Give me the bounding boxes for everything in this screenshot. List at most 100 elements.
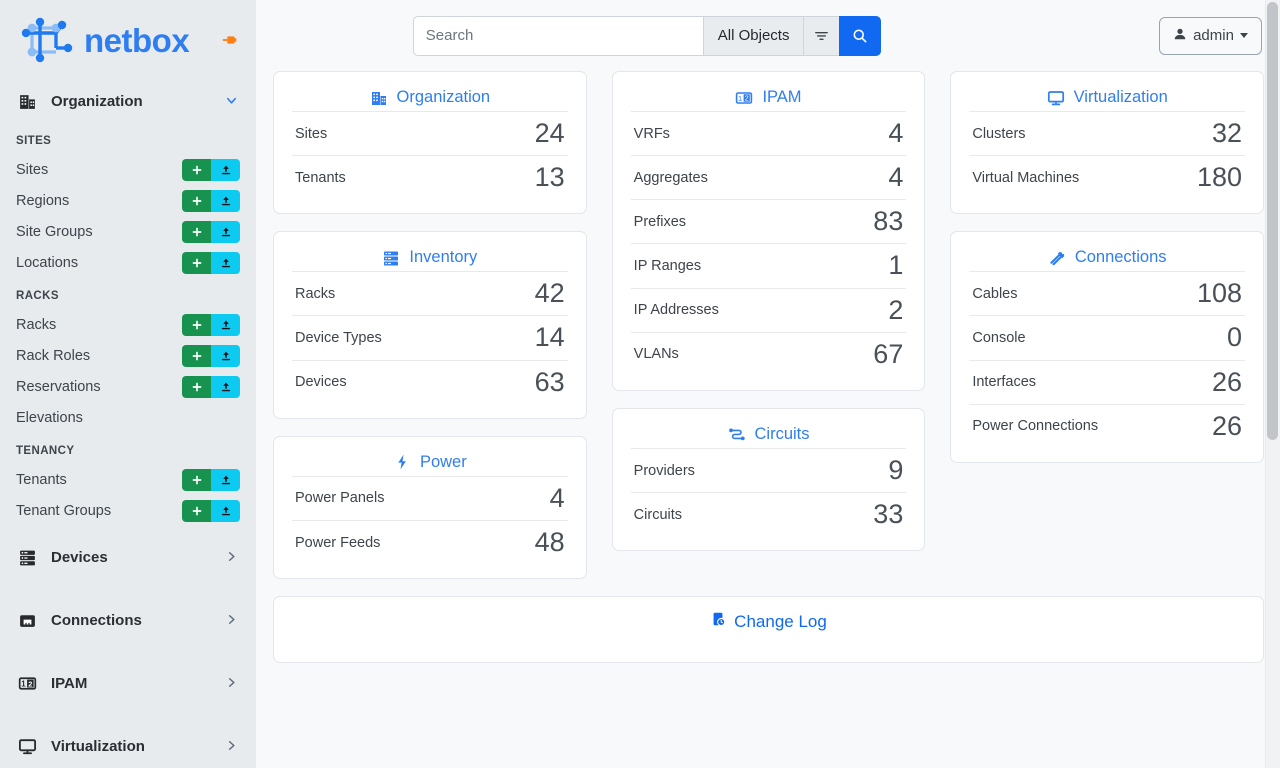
stat-value: 42 (534, 278, 565, 309)
stat-row[interactable]: IP Ranges 1 (630, 243, 907, 287)
card-title-text: Power (419, 452, 467, 471)
sidebar-group-connections[interactable]: Connections (0, 599, 256, 642)
stat-label: Power Connections (972, 418, 1099, 435)
search-submit-button[interactable] (839, 15, 882, 56)
stat-row[interactable]: Console 0 (969, 315, 1246, 359)
changelog-link[interactable]: Change Log (292, 611, 1245, 632)
filter-icon[interactable] (803, 15, 840, 56)
card-title-link-power[interactable]: Power (292, 447, 568, 476)
card-title-link-inventory[interactable]: Inventory (292, 242, 568, 271)
sidebar-group-virtualization[interactable]: Virtualization (0, 725, 256, 768)
sidebar-group-label: Virtualization (51, 738, 145, 755)
sidebar-section-label: TENANCY (16, 445, 75, 457)
add-locations-button[interactable] (182, 251, 211, 274)
stat-row[interactable]: VRFs 4 (630, 111, 907, 155)
stat-row[interactable]: Racks 42 (292, 271, 568, 315)
stat-row[interactable]: Circuits 33 (630, 492, 907, 536)
add-tenant-groups-button[interactable] (182, 499, 211, 522)
import-locations-button[interactable] (211, 251, 240, 274)
stat-label: Aggregates (633, 169, 708, 186)
ethernet-port-icon (18, 611, 37, 630)
add-rack-roles-button[interactable] (182, 344, 211, 367)
sidebar-group-ipam[interactable]: 1 2 IPAM (0, 662, 256, 705)
sidebar-item-regions[interactable]: Regions (0, 185, 256, 216)
import-regions-button[interactable] (211, 189, 240, 212)
stat-row[interactable]: IP Addresses 2 (630, 287, 907, 332)
sidebar-item-site-groups[interactable]: Site Groups (0, 216, 256, 247)
card-title-link-organization[interactable]: Organization (292, 82, 568, 111)
stat-row[interactable]: Interfaces 26 (969, 359, 1246, 404)
svg-text:2: 2 (745, 95, 749, 102)
sidebar-item-label: Locations (16, 254, 79, 271)
search-input[interactable] (412, 15, 703, 56)
stat-label: Sites (295, 125, 328, 142)
stat-value: 4 (549, 482, 565, 513)
person-icon (1173, 27, 1187, 45)
stat-row[interactable]: Devices 63 (292, 359, 568, 404)
sidebar-group-label: Organization (51, 93, 143, 110)
sidebar-item-tenant-groups[interactable]: Tenant Groups (0, 495, 256, 526)
add-reservations-button[interactable] (182, 375, 211, 398)
sidebar-item-reservations[interactable]: Reservations (0, 371, 256, 402)
stat-value: 83 (873, 206, 904, 237)
import-site-groups-button[interactable] (211, 220, 240, 243)
stat-row[interactable]: Power Feeds 48 (292, 519, 568, 564)
sidebar: netbox Organization SITES Sites Regions Site… (0, 0, 256, 768)
dashboard-column-1: Organization Sites 24 Tenants 13 Inventory Rac… (273, 71, 587, 580)
add-tenants-button[interactable] (182, 468, 211, 491)
page-scrollbar-thumb[interactable] (1267, 2, 1278, 440)
import-reservations-button[interactable] (211, 375, 240, 398)
plus-icon (190, 504, 204, 518)
import-tenant-groups-button[interactable] (211, 499, 240, 522)
import-racks-button[interactable] (211, 313, 240, 336)
user-menu-button[interactable]: admin (1159, 16, 1262, 55)
stat-row[interactable]: Power Connections 26 (969, 403, 1246, 448)
add-site-groups-button[interactable] (182, 220, 211, 243)
stat-row[interactable]: Power Panels 4 (292, 475, 568, 520)
svg-text:1: 1 (738, 93, 742, 102)
stat-row[interactable]: Prefixes 83 (630, 199, 907, 243)
changelog-card: Change Log (273, 596, 1264, 664)
stat-row[interactable]: Clusters 32 (969, 111, 1246, 155)
stat-row[interactable]: Providers 9 (630, 447, 907, 492)
upload-icon (219, 318, 233, 332)
stat-row[interactable]: Sites 24 (292, 111, 568, 155)
import-rack-roles-button[interactable] (211, 344, 240, 367)
import-tenants-button[interactable] (211, 468, 240, 491)
page-scrollbar[interactable] (1265, 0, 1280, 768)
add-regions-button[interactable] (182, 189, 211, 212)
stat-row[interactable]: Virtual Machines 180 (969, 155, 1246, 199)
add-sites-button[interactable] (182, 158, 211, 181)
card-title-link-connections[interactable]: Connections (969, 242, 1245, 271)
stat-row[interactable]: Aggregates 4 (630, 155, 907, 199)
stat-row[interactable]: Cables 108 (969, 271, 1246, 315)
sidebar-item-sites[interactable]: Sites (0, 154, 256, 185)
sidebar-item-label: Tenants (16, 471, 67, 488)
card-title-link-circuits[interactable]: Circuits (631, 419, 907, 448)
add-racks-button[interactable] (182, 313, 211, 336)
stat-row[interactable]: Tenants 13 (292, 155, 568, 199)
stat-row[interactable]: VLANs 67 (630, 331, 907, 376)
brand-header[interactable]: netbox (0, 0, 256, 80)
sidebar-item-locations[interactable]: Locations (0, 247, 256, 278)
sidebar-item-racks[interactable]: Racks (0, 309, 256, 340)
card-title-link-virtualization[interactable]: Virtualization (969, 82, 1245, 111)
sidebar-item-tenants[interactable]: Tenants (0, 464, 256, 495)
upload-icon (219, 163, 233, 177)
chevron-right-icon (225, 613, 238, 628)
import-sites-button[interactable] (211, 158, 240, 181)
sidebar-group-devices[interactable]: Devices (0, 536, 256, 579)
sidebar-item-elevations[interactable]: Elevations (0, 402, 256, 433)
stat-row[interactable]: Device Types 14 (292, 315, 568, 359)
stat-label: IP Ranges (633, 258, 702, 275)
object-type-select[interactable]: All Objects (702, 15, 804, 56)
upload-icon (219, 349, 233, 363)
sidebar-item-label: Rack Roles (16, 347, 91, 364)
stat-value: 63 (534, 366, 565, 397)
monitor-icon (18, 737, 37, 756)
card-title-link-ipam[interactable]: 1 2 IPAM (631, 82, 907, 111)
sidebar-item-rack-roles[interactable]: Rack Roles (0, 340, 256, 371)
sidebar-group-organization[interactable]: Organization (0, 80, 256, 123)
pin-icon[interactable] (220, 30, 240, 50)
